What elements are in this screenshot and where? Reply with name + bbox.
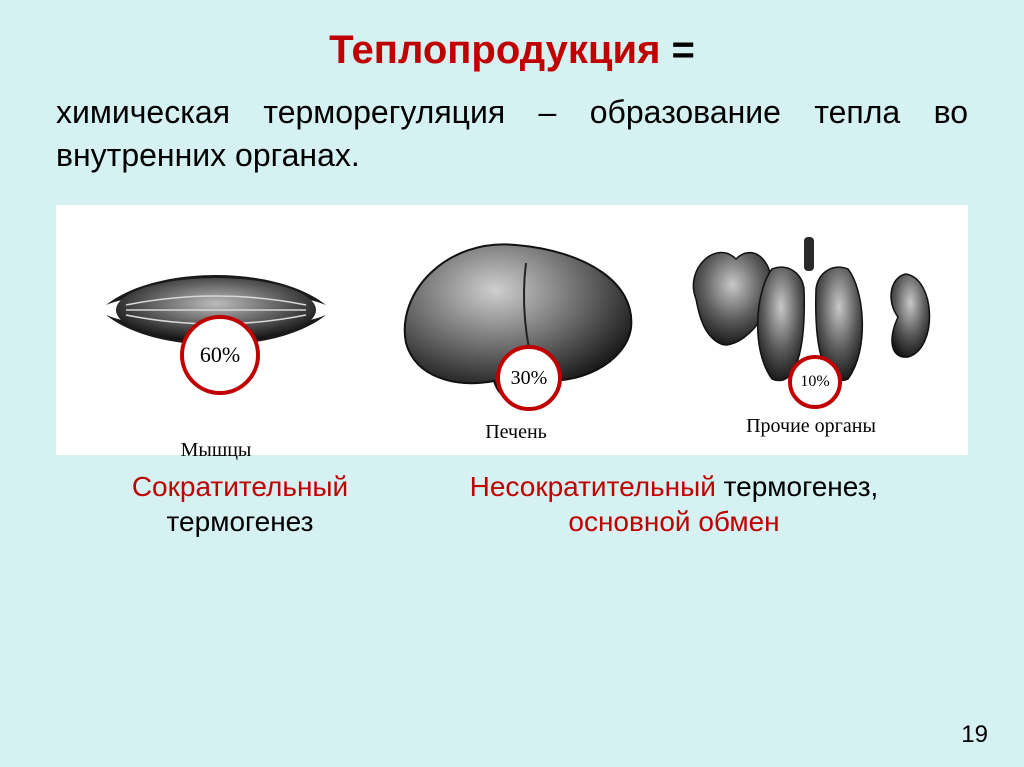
title-eq: = <box>660 28 694 72</box>
noncontractile-black: термогенез, <box>716 471 878 502</box>
muscles-percent: 60% <box>200 342 240 368</box>
other-caption: Прочие органы <box>676 415 946 438</box>
organ-liver: 30% Печень <box>386 223 646 444</box>
organs-figure: 60% Мышцы <box>56 205 968 455</box>
muscles-badge: 60% <box>180 315 260 395</box>
other-drawing: 10% <box>676 229 946 409</box>
page-number: 19 <box>961 721 988 749</box>
organ-muscles: 60% Мышцы <box>96 245 336 462</box>
other-badge: 10% <box>788 355 842 409</box>
contractile-label: Сократительный термогенез <box>90 469 390 539</box>
other-percent: 10% <box>800 373 829 391</box>
liver-caption: Печень <box>386 421 646 444</box>
noncontractile-label: Несократительный термогенез, основной об… <box>414 469 934 539</box>
liver-badge: 30% <box>496 345 562 411</box>
noncontractile-red: Несократительный <box>470 471 716 502</box>
contractile-black: термогенез <box>167 506 314 537</box>
organ-other: 10% Прочие органы <box>676 229 946 438</box>
thermogenesis-labels: Сократительный термогенез Несократительн… <box>56 469 968 539</box>
liver-percent: 30% <box>511 367 548 390</box>
muscles-drawing: 60% <box>96 245 336 395</box>
page-title: Теплопродукция = <box>56 28 968 73</box>
contractile-red: Сократительный <box>132 471 348 502</box>
definition-text: химическая терморегуляция – образование … <box>56 91 968 177</box>
muscles-caption: Мышцы <box>96 439 336 462</box>
liver-drawing: 30% <box>386 223 646 413</box>
title-text: Теплопродукция <box>329 28 660 72</box>
basal-metabolism: основной обмен <box>568 506 779 537</box>
